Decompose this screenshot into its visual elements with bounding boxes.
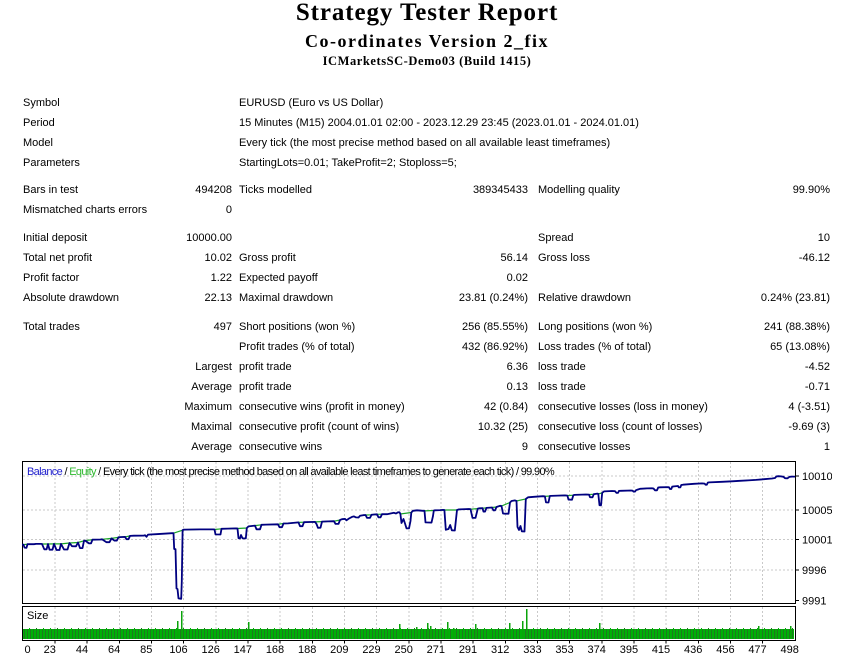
svg-text:188: 188 [298,644,316,656]
svg-text:312: 312 [491,644,509,656]
svg-text:23: 23 [44,644,56,656]
svg-text:271: 271 [427,644,445,656]
svg-text:Balance / Equity / Every tick: Balance / Equity / Every tick (the most … [27,466,555,478]
svg-text:456: 456 [716,644,734,656]
svg-text:126: 126 [202,644,220,656]
svg-text:353: 353 [555,644,573,656]
svg-text:209: 209 [330,644,348,656]
svg-text:Size: Size [27,610,48,622]
svg-text:106: 106 [169,644,187,656]
svg-text:10001: 10001 [802,535,832,547]
svg-text:477: 477 [748,644,766,656]
svg-text:436: 436 [684,644,702,656]
svg-text:291: 291 [459,644,477,656]
svg-text:498: 498 [781,644,799,656]
svg-text:10005: 10005 [802,505,832,517]
svg-text:147: 147 [234,644,252,656]
svg-text:333: 333 [523,644,541,656]
svg-text:9991: 9991 [802,596,826,608]
svg-text:44: 44 [76,644,88,656]
svg-text:85: 85 [140,644,152,656]
svg-text:10010: 10010 [802,471,832,483]
svg-text:250: 250 [395,644,413,656]
svg-text:64: 64 [108,644,120,656]
svg-text:9996: 9996 [802,565,826,577]
svg-text:229: 229 [362,644,380,656]
svg-text:415: 415 [652,644,670,656]
svg-text:168: 168 [266,644,284,656]
svg-text:374: 374 [588,644,606,656]
svg-text:0: 0 [24,644,30,656]
svg-text:395: 395 [620,644,638,656]
